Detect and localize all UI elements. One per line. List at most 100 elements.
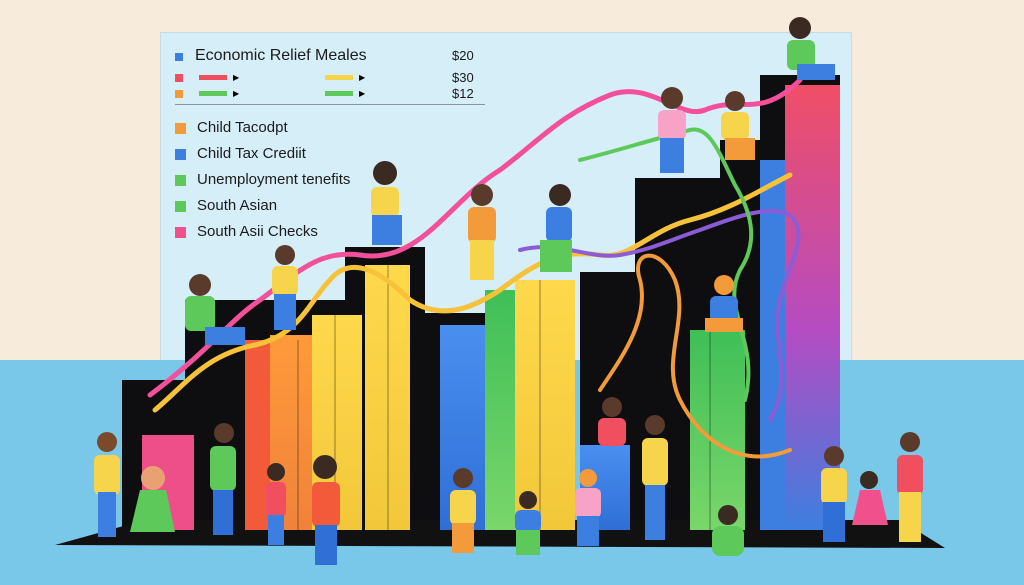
child-legs — [645, 485, 665, 540]
child-head — [313, 455, 337, 479]
child-head — [275, 245, 295, 265]
play-arrow-icon: ▶ — [359, 89, 366, 98]
child-legs — [540, 240, 572, 272]
child-body — [598, 418, 626, 446]
climber-10 — [598, 397, 626, 446]
legend-swatch — [199, 91, 227, 96]
child-body — [710, 296, 738, 322]
child-head — [97, 432, 117, 452]
child-head — [549, 184, 571, 206]
ribbon-purple — [518, 208, 801, 422]
legend-item-label: Child Tacodpt — [197, 119, 288, 136]
child-head — [789, 17, 811, 39]
child-head — [471, 184, 493, 206]
square-marker-icon — [175, 53, 183, 61]
child-legs — [516, 530, 540, 555]
square-marker-icon — [175, 175, 186, 186]
child-body — [468, 207, 496, 243]
child-legs — [315, 525, 337, 565]
play-arrow-icon: ▶ — [233, 73, 240, 82]
child-legs — [470, 240, 494, 280]
climber-2 — [272, 245, 298, 330]
child-legs — [660, 138, 684, 173]
child-legs — [577, 516, 599, 546]
legend-swatch — [325, 91, 353, 96]
bar-yellow-3 — [515, 280, 575, 530]
child-body — [312, 482, 340, 527]
child-legs — [213, 490, 233, 535]
child-legs — [372, 215, 402, 245]
child-legs — [98, 492, 116, 537]
child-head — [141, 466, 165, 490]
child-legs — [274, 294, 296, 330]
child-body — [897, 455, 923, 495]
child-head — [519, 491, 537, 509]
child-head — [645, 415, 665, 435]
child-11 — [821, 446, 847, 542]
legend-title: Economic Relief Meales — [195, 47, 367, 64]
square-marker-icon — [175, 201, 186, 212]
child-body — [721, 112, 749, 140]
child-dress — [852, 490, 888, 525]
square-marker-icon — [175, 227, 186, 238]
child-3 — [210, 423, 236, 535]
child-legs — [205, 327, 245, 345]
child-8 — [575, 469, 601, 546]
ribbon-yellow — [152, 172, 793, 413]
child-body — [94, 455, 120, 495]
child-body — [787, 40, 815, 70]
climber-9 — [705, 275, 743, 332]
legend-item-label: South Asian — [197, 197, 278, 214]
child-body — [658, 110, 686, 140]
child-head — [602, 397, 622, 417]
legend-item-label: South Asii Checks — [197, 223, 318, 240]
legend-item-label: Unemployment tenefits — [197, 171, 351, 188]
child-legs — [797, 64, 835, 80]
legend-top: Economic Relief Meales $20 ▶ ▶ $30 ▶ ▶ $… — [175, 45, 505, 105]
child-dress — [130, 490, 175, 532]
child-body — [575, 488, 601, 518]
legend-divider — [175, 104, 485, 105]
child-head — [725, 91, 745, 111]
play-arrow-icon: ▶ — [233, 89, 240, 98]
climber-7 — [721, 91, 755, 160]
legend-swatch — [199, 75, 227, 80]
legend-swatch — [325, 75, 353, 80]
child-body — [272, 266, 298, 296]
child-body — [712, 526, 744, 556]
child-legs — [705, 318, 743, 332]
legend-item-label: Child Tax Crediit — [197, 145, 306, 162]
legend-list: Child Tacodpt Child Tax Crediit Unemploy… — [175, 118, 365, 240]
child-legs — [452, 523, 474, 553]
child-1 — [94, 432, 120, 537]
child-5 — [312, 455, 340, 565]
child-13 — [897, 432, 923, 542]
legend-value-3: $12 — [452, 86, 474, 101]
child-10 — [712, 505, 744, 556]
child-body — [185, 296, 215, 331]
child-head — [661, 87, 683, 109]
climber-3 — [371, 161, 402, 245]
child-9 — [642, 415, 668, 540]
bar-yellow-2 — [365, 265, 410, 530]
child-body — [266, 482, 286, 517]
child-head — [714, 275, 734, 295]
child-6 — [450, 468, 476, 553]
legend-value-1: $20 — [452, 48, 474, 63]
child-head — [860, 471, 878, 489]
ribbon-pink — [147, 77, 803, 398]
square-marker-icon — [175, 74, 183, 82]
child-2 — [130, 466, 175, 532]
child-legs — [899, 492, 921, 542]
child-head — [824, 446, 844, 466]
child-head — [373, 161, 397, 185]
child-body — [450, 490, 476, 525]
climber-1 — [185, 274, 245, 345]
child-head — [214, 423, 234, 443]
child-7 — [515, 491, 541, 555]
child-legs — [725, 138, 755, 160]
child-body — [515, 510, 541, 532]
child-body — [821, 468, 847, 504]
child-head — [579, 469, 597, 487]
